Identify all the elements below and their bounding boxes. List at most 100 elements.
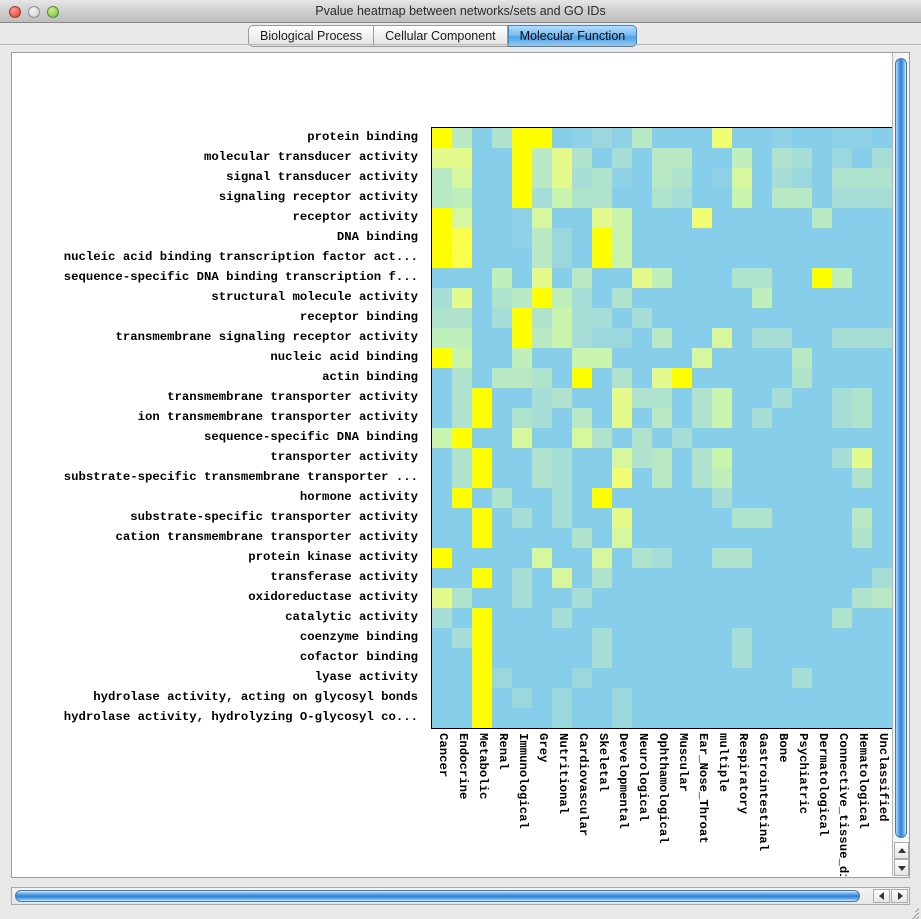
heatmap-cell[interactable] bbox=[632, 468, 652, 488]
heatmap-cell[interactable] bbox=[672, 708, 692, 728]
heatmap-cell[interactable] bbox=[712, 668, 732, 688]
heatmap-cell[interactable] bbox=[772, 548, 792, 568]
heatmap-cell[interactable] bbox=[712, 468, 732, 488]
heatmap-cell[interactable] bbox=[592, 708, 612, 728]
heatmap-cell[interactable] bbox=[552, 448, 572, 468]
heatmap-cell[interactable] bbox=[572, 168, 592, 188]
heatmap-cell[interactable] bbox=[432, 708, 452, 728]
heatmap-cell[interactable] bbox=[632, 188, 652, 208]
heatmap-cell[interactable] bbox=[432, 568, 452, 588]
heatmap-cell[interactable] bbox=[572, 468, 592, 488]
heatmap-cell[interactable] bbox=[832, 328, 852, 348]
heatmap-cell[interactable] bbox=[452, 668, 472, 688]
heatmap-cell[interactable] bbox=[572, 408, 592, 428]
heatmap-cell[interactable] bbox=[792, 628, 812, 648]
heatmap-cell[interactable] bbox=[432, 368, 452, 388]
heatmap-cell[interactable] bbox=[472, 628, 492, 648]
heatmap-cell[interactable] bbox=[812, 288, 832, 308]
heatmap-cell[interactable] bbox=[772, 388, 792, 408]
heatmap-cell[interactable] bbox=[852, 168, 872, 188]
heatmap-cell[interactable] bbox=[592, 128, 612, 148]
heatmap-cell[interactable] bbox=[572, 628, 592, 648]
heatmap-cell[interactable] bbox=[472, 468, 492, 488]
heatmap-cell[interactable] bbox=[592, 528, 612, 548]
heatmap-cell[interactable] bbox=[452, 208, 472, 228]
heatmap-cell[interactable] bbox=[752, 508, 772, 528]
heatmap-cell[interactable] bbox=[532, 428, 552, 448]
heatmap-cell[interactable] bbox=[652, 648, 672, 668]
heatmap-cell[interactable] bbox=[572, 228, 592, 248]
heatmap-cell[interactable] bbox=[672, 248, 692, 268]
heatmap-cell[interactable] bbox=[672, 228, 692, 248]
heatmap-cell[interactable] bbox=[592, 688, 612, 708]
heatmap-cell[interactable] bbox=[632, 448, 652, 468]
heatmap-cell[interactable] bbox=[732, 688, 752, 708]
heatmap-cell[interactable] bbox=[732, 188, 752, 208]
heatmap-cell[interactable] bbox=[872, 648, 892, 668]
heatmap-cell[interactable] bbox=[752, 268, 772, 288]
heatmap-cell[interactable] bbox=[832, 148, 852, 168]
heatmap-cell[interactable] bbox=[452, 228, 472, 248]
heatmap-cell[interactable] bbox=[472, 168, 492, 188]
heatmap-cell[interactable] bbox=[672, 148, 692, 168]
heatmap-cell[interactable] bbox=[852, 448, 872, 468]
heatmap-cell[interactable] bbox=[432, 668, 452, 688]
heatmap-cell[interactable] bbox=[812, 188, 832, 208]
heatmap-cell[interactable] bbox=[512, 508, 532, 528]
heatmap-cell[interactable] bbox=[492, 568, 512, 588]
heatmap-cell[interactable] bbox=[472, 528, 492, 548]
heatmap-cell[interactable] bbox=[492, 488, 512, 508]
heatmap-cell[interactable] bbox=[512, 208, 532, 228]
heatmap-cell[interactable] bbox=[652, 128, 672, 148]
heatmap-cell[interactable] bbox=[512, 248, 532, 268]
heatmap-cell[interactable] bbox=[612, 408, 632, 428]
heatmap-cell[interactable] bbox=[432, 128, 452, 148]
heatmap-cell[interactable] bbox=[792, 548, 812, 568]
heatmap-cell[interactable] bbox=[612, 168, 632, 188]
heatmap-cell[interactable] bbox=[712, 608, 732, 628]
heatmap-cell[interactable] bbox=[592, 388, 612, 408]
heatmap-cell[interactable] bbox=[872, 588, 892, 608]
heatmap-cell[interactable] bbox=[572, 688, 592, 708]
heatmap-cell[interactable] bbox=[732, 348, 752, 368]
heatmap-cell[interactable] bbox=[872, 448, 892, 468]
heatmap-cell[interactable] bbox=[652, 368, 672, 388]
heatmap-cell[interactable] bbox=[432, 288, 452, 308]
heatmap-cell[interactable] bbox=[532, 628, 552, 648]
heatmap-cell[interactable] bbox=[452, 148, 472, 168]
heatmap-cell[interactable] bbox=[632, 408, 652, 428]
heatmap-cell[interactable] bbox=[592, 288, 612, 308]
heatmap-cell[interactable] bbox=[712, 448, 732, 468]
heatmap-cell[interactable] bbox=[452, 448, 472, 468]
heatmap-cell[interactable] bbox=[432, 488, 452, 508]
heatmap-cell[interactable] bbox=[612, 708, 632, 728]
heatmap-cell[interactable] bbox=[752, 588, 772, 608]
heatmap-cell[interactable] bbox=[792, 388, 812, 408]
heatmap-cell[interactable] bbox=[592, 448, 612, 468]
heatmap-cell[interactable] bbox=[812, 708, 832, 728]
heatmap-cell[interactable] bbox=[532, 308, 552, 328]
heatmap-cell[interactable] bbox=[652, 268, 672, 288]
heatmap-cell[interactable] bbox=[812, 448, 832, 468]
heatmap-cell[interactable] bbox=[472, 608, 492, 628]
heatmap-cell[interactable] bbox=[772, 288, 792, 308]
heatmap-cell[interactable] bbox=[632, 308, 652, 328]
heatmap-cell[interactable] bbox=[712, 208, 732, 228]
heatmap-cell[interactable] bbox=[552, 188, 572, 208]
heatmap-cell[interactable] bbox=[732, 428, 752, 448]
heatmap-cell[interactable] bbox=[612, 368, 632, 388]
heatmap-cell[interactable] bbox=[652, 348, 672, 368]
heatmap-cell[interactable] bbox=[492, 228, 512, 248]
heatmap-cell[interactable] bbox=[752, 368, 772, 388]
heatmap-cell[interactable] bbox=[532, 188, 552, 208]
heatmap-cell[interactable] bbox=[832, 628, 852, 648]
heatmap-cell[interactable] bbox=[612, 548, 632, 568]
heatmap-cell[interactable] bbox=[572, 348, 592, 368]
heatmap-cell[interactable] bbox=[532, 608, 552, 628]
heatmap-cell[interactable] bbox=[812, 368, 832, 388]
heatmap-cell[interactable] bbox=[512, 628, 532, 648]
heatmap-cell[interactable] bbox=[452, 128, 472, 148]
heatmap-cell[interactable] bbox=[712, 388, 732, 408]
heatmap-cell[interactable] bbox=[572, 208, 592, 228]
heatmap-cell[interactable] bbox=[712, 688, 732, 708]
